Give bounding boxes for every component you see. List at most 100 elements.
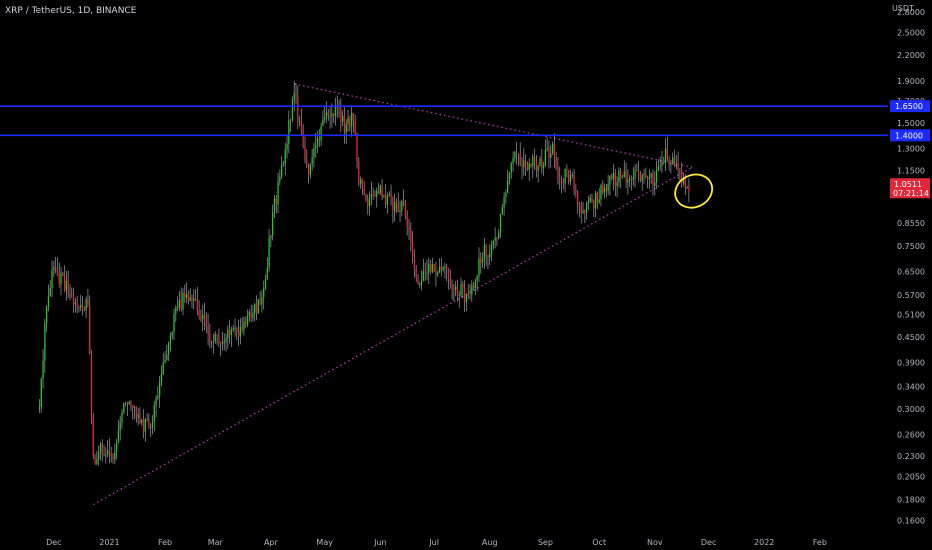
candle-body [537, 165, 539, 172]
candle-body [119, 422, 121, 431]
candle-body [625, 171, 627, 183]
y-tick-label: 0.2300 [897, 452, 925, 461]
candle-body [252, 312, 254, 319]
candle-body [672, 157, 674, 163]
candle-body [105, 455, 107, 456]
candle-body [646, 177, 649, 179]
candle-body [313, 148, 315, 157]
candle-body [542, 165, 545, 169]
candle-body [218, 334, 220, 344]
candle-body [263, 288, 265, 298]
y-tick-label: 0.5700 [897, 291, 925, 300]
candle-body [124, 402, 127, 404]
candle-body [289, 120, 292, 121]
candle-body [187, 294, 190, 301]
candle-body [453, 289, 455, 291]
candle-body [585, 203, 588, 213]
candle-body [211, 341, 213, 343]
x-tick-label: Jun [373, 538, 387, 547]
candle-body [302, 129, 304, 146]
candle-body [171, 331, 173, 336]
candle-body [455, 286, 457, 290]
candle-body [641, 175, 643, 181]
candle-body [474, 280, 477, 289]
candle-body [446, 266, 448, 270]
candle-body [571, 174, 573, 176]
candle-body [153, 405, 155, 421]
candle-body [602, 185, 604, 193]
candle-body [137, 414, 139, 418]
candle-body [645, 174, 647, 178]
candle-body [356, 134, 358, 162]
candle-body [142, 420, 145, 432]
candle-body [341, 115, 344, 123]
candle-body [411, 242, 414, 259]
candle-body [611, 175, 613, 180]
candle-body [228, 329, 231, 336]
candle-body [498, 232, 500, 239]
candlesticks [38, 80, 690, 466]
candle-body [255, 304, 258, 314]
candle-body [101, 443, 103, 455]
candle-body [54, 266, 57, 270]
candle-body [350, 112, 353, 127]
candle-body [359, 179, 362, 184]
candle-body [182, 292, 184, 310]
time-axis: Dec 2021 Feb Mar Apr May Jun Jul Aug Sep Oct Nov Dec… [46, 538, 827, 547]
candle-body [58, 274, 60, 284]
candle-body [318, 138, 320, 141]
y-tick-label: 0.1600 [897, 517, 925, 526]
candle-body [546, 148, 548, 150]
current-price-tag [890, 178, 930, 199]
candle-body [580, 205, 582, 214]
candle-body [78, 306, 80, 308]
candle-body [528, 163, 530, 170]
candle-body [89, 305, 91, 354]
candle-body [343, 115, 346, 133]
candle-body [483, 245, 486, 260]
candle-body [94, 456, 96, 465]
candle-body [541, 158, 543, 169]
candle-body [555, 157, 557, 169]
candle-body [106, 450, 109, 456]
candle-body [598, 199, 600, 203]
candle-body [564, 168, 566, 184]
candle-body [157, 395, 159, 399]
candle-body [591, 197, 593, 201]
candle-body [463, 287, 466, 302]
candle-body [132, 405, 134, 408]
candle-body [557, 168, 559, 179]
currency-label: USDT [892, 4, 914, 13]
candle-body [505, 192, 507, 197]
candle-body [200, 316, 202, 320]
x-tick-label: Nov [647, 538, 663, 547]
candle-body [612, 172, 615, 180]
candle-body [643, 174, 645, 176]
candle-body [404, 202, 407, 217]
candle-body [394, 202, 396, 212]
candle-body [449, 278, 451, 284]
trendlines [92, 83, 693, 506]
candle-body [406, 216, 408, 228]
candle-body [236, 327, 238, 331]
candle-body [230, 329, 233, 336]
candle-body [657, 166, 660, 171]
candle-body [246, 315, 249, 325]
x-tick-label: Jul [428, 538, 439, 547]
level-tag-label: 1.4000 [895, 131, 923, 140]
candle-body [151, 420, 154, 428]
candle-body [325, 112, 328, 118]
candle-body [392, 198, 394, 212]
candle-body [322, 119, 324, 127]
candle-body [83, 310, 85, 312]
candle-body [507, 180, 509, 193]
candle-body [688, 186, 690, 192]
candle-body [277, 181, 279, 205]
candle-body [679, 169, 681, 171]
candle-body [72, 294, 75, 305]
candle-body [472, 285, 475, 289]
candle-body [569, 175, 572, 182]
candle-body [273, 198, 276, 213]
candle-body [293, 93, 295, 100]
